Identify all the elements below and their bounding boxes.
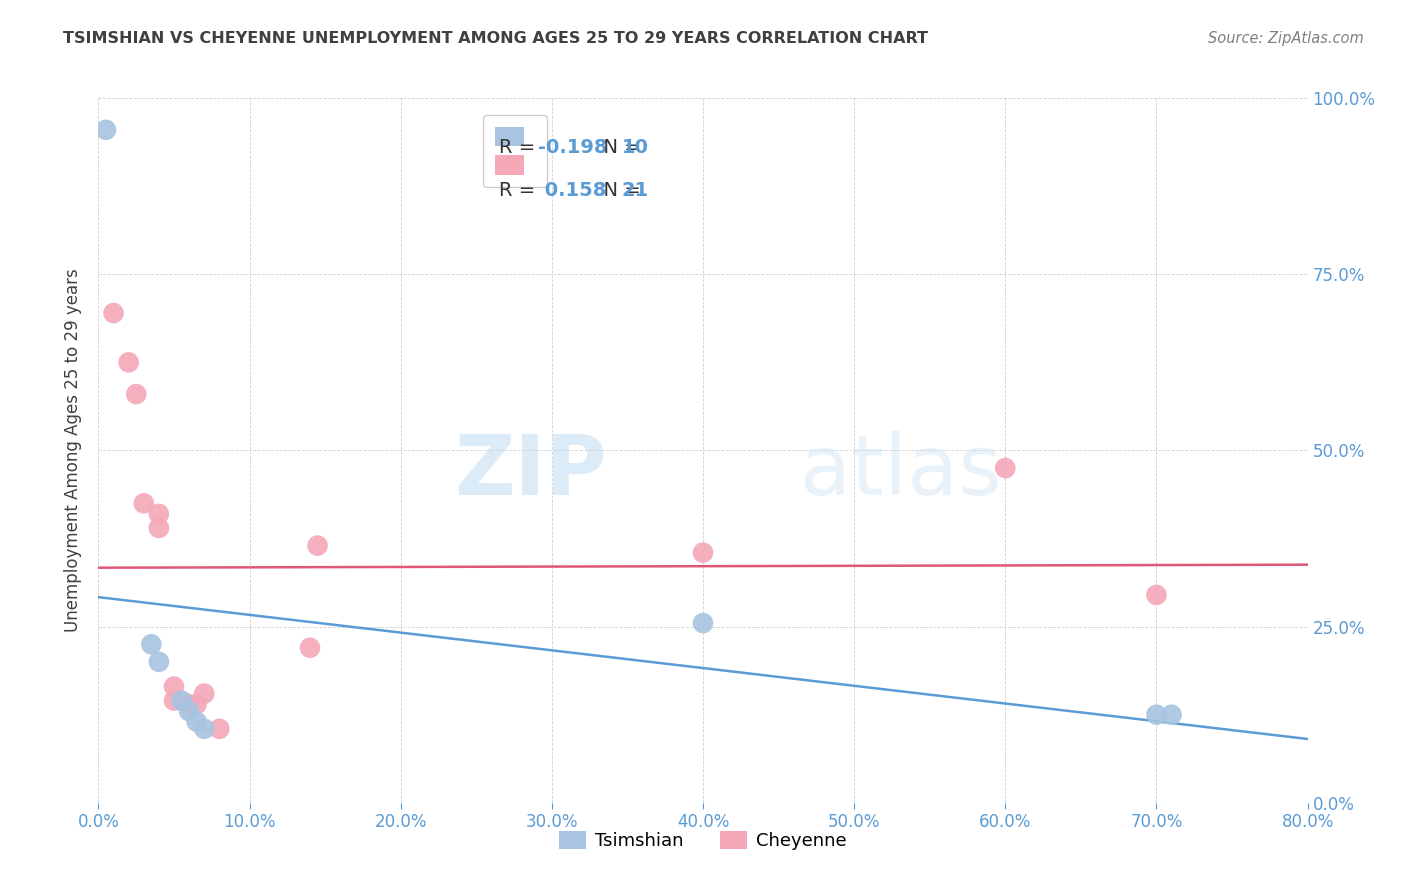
Legend: Tsimshian, Cheyenne: Tsimshian, Cheyenne: [553, 823, 853, 857]
Point: [125, 387, 148, 401]
Text: R =: R =: [499, 181, 541, 200]
Point: [94, 123, 117, 137]
Text: 10: 10: [621, 138, 648, 157]
Point: [163, 693, 186, 707]
Point: [994, 461, 1017, 475]
Point: [1144, 707, 1167, 722]
Text: 0.158: 0.158: [538, 181, 607, 200]
Point: [692, 616, 714, 631]
Text: N =: N =: [591, 181, 647, 200]
Point: [163, 680, 186, 694]
Point: [186, 714, 208, 729]
Point: [103, 306, 125, 320]
Point: [193, 687, 215, 701]
Text: R =: R =: [499, 138, 541, 157]
Point: [141, 637, 163, 651]
Text: ZIP: ZIP: [454, 431, 606, 512]
Point: [148, 507, 170, 521]
Point: [307, 539, 329, 553]
Y-axis label: Unemployment Among Ages 25 to 29 years: Unemployment Among Ages 25 to 29 years: [65, 268, 83, 632]
Text: 21: 21: [621, 181, 648, 200]
Text: atlas: atlas: [800, 431, 1001, 512]
Point: [193, 722, 215, 736]
Text: Source: ZipAtlas.com: Source: ZipAtlas.com: [1208, 31, 1364, 46]
Point: [148, 521, 170, 535]
Point: [132, 496, 155, 510]
Point: [299, 640, 322, 655]
Text: -0.198: -0.198: [538, 138, 607, 157]
Text: N =: N =: [591, 138, 647, 157]
Point: [1144, 588, 1167, 602]
Point: [118, 355, 141, 369]
Point: [170, 693, 193, 707]
Point: [692, 546, 714, 560]
Point: [208, 722, 231, 736]
Point: [179, 697, 201, 711]
Text: TSIMSHIAN VS CHEYENNE UNEMPLOYMENT AMONG AGES 25 TO 29 YEARS CORRELATION CHART: TSIMSHIAN VS CHEYENNE UNEMPLOYMENT AMONG…: [63, 31, 928, 46]
Point: [1160, 707, 1182, 722]
Point: [179, 704, 201, 718]
Point: [148, 655, 170, 669]
Point: [186, 697, 208, 711]
